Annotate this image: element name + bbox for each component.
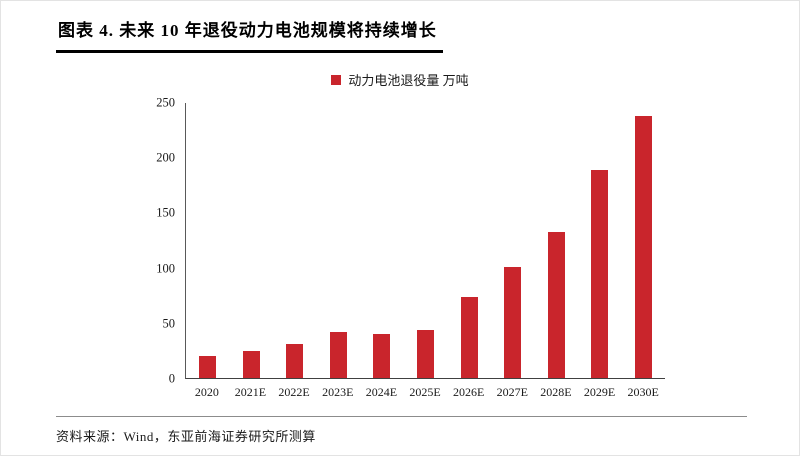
x-tick-label: 2024E bbox=[365, 385, 398, 399]
figure-title: 图表 4. 未来 10 年退役动力电池规模将持续增长 bbox=[56, 14, 443, 53]
figure-header: 图表 4. 未来 10 年退役动力电池规模将持续增长 bbox=[56, 14, 744, 53]
plot-area bbox=[185, 103, 665, 379]
y-tick-label: 250 bbox=[156, 95, 175, 110]
x-tick-label: 2025E bbox=[409, 385, 441, 399]
bar-rect bbox=[634, 116, 652, 378]
bar-2020 bbox=[186, 103, 230, 378]
x-tick-label: 2028E bbox=[540, 385, 572, 399]
source-note: 资料来源：Wind，东亚前海证券研究所测算 bbox=[56, 429, 316, 444]
y-tick-label: 50 bbox=[162, 316, 176, 331]
chart-legend: 动力电池退役量 万吨 bbox=[1, 70, 799, 89]
plot-row: 0 50 100 150 200 250 bbox=[141, 96, 665, 386]
bar-2023E bbox=[317, 103, 361, 378]
bar-rect bbox=[417, 329, 434, 378]
bar-2027E bbox=[491, 103, 535, 378]
bar-2022E bbox=[273, 103, 317, 378]
bar-rect bbox=[373, 334, 391, 378]
bar-rect bbox=[242, 350, 260, 378]
bar-rect bbox=[504, 266, 522, 378]
bar-rect bbox=[329, 331, 347, 378]
y-tick-label: 100 bbox=[156, 261, 175, 276]
x-tick-label: 2027E bbox=[496, 385, 528, 399]
legend-square-icon bbox=[331, 74, 342, 85]
x-axis-row: 2020 2021E 2022E 2023E 2024E 2025E 2026E 2027E 2… bbox=[141, 379, 665, 400]
bar-2024E bbox=[360, 103, 404, 378]
x-tick-label: 2020 bbox=[194, 385, 219, 399]
bar-rect bbox=[591, 170, 609, 378]
bar-2028E bbox=[534, 103, 578, 378]
bar-2029E bbox=[578, 103, 622, 378]
x-tick-label: 2026E bbox=[452, 385, 485, 399]
x-tick-label: 2030E bbox=[627, 385, 659, 399]
bar-rect bbox=[547, 231, 565, 378]
y-tick-label: 0 bbox=[168, 371, 175, 386]
x-axis: 2020 2021E 2022E 2023E 2024E 2025E 2026E 2027E 2… bbox=[185, 379, 665, 400]
x-tick-label: 2023E bbox=[322, 385, 354, 399]
y-tick-label: 150 bbox=[156, 205, 175, 220]
figure-footer: 资料来源：Wind，东亚前海证券研究所测算 bbox=[56, 416, 747, 445]
bar-2025E bbox=[404, 103, 448, 378]
bar-rect bbox=[199, 356, 217, 378]
bar-2026E bbox=[447, 103, 491, 378]
x-tick-label: 2022E bbox=[278, 385, 310, 399]
bar-2030E bbox=[621, 103, 665, 378]
bar-2021E bbox=[230, 103, 274, 378]
x-tick-label: 2021E bbox=[234, 385, 267, 399]
bar-rect bbox=[460, 296, 478, 378]
legend-label: 动力电池退役量 万吨 bbox=[348, 73, 469, 88]
axis-spacer bbox=[141, 379, 185, 400]
bar-chart: 0 50 100 150 200 250 2020 2021E 2022E 2023E 2024E… bbox=[141, 96, 665, 400]
bar-rect bbox=[286, 343, 304, 378]
x-tick-label: 2029E bbox=[583, 385, 616, 399]
y-tick-label: 200 bbox=[156, 150, 175, 165]
y-axis: 0 50 100 150 200 250 bbox=[141, 96, 185, 386]
